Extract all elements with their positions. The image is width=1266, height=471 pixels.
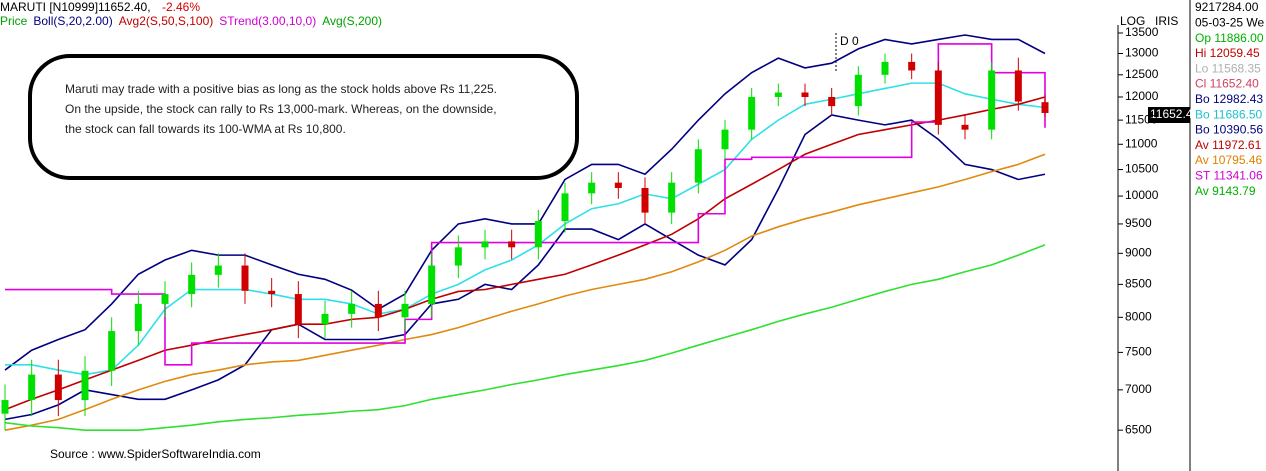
candle-body [108, 331, 116, 371]
candle-body [454, 247, 462, 266]
y-tick-label: 11000 [1125, 136, 1158, 150]
y-tick-label: 11500 [1125, 112, 1158, 126]
indicator-line [4, 96, 1046, 411]
candle-body [214, 265, 222, 275]
candle-body [881, 61, 889, 75]
indicator-line [4, 153, 1046, 431]
marker: D 0 [840, 34, 859, 48]
info-line: Op 11886.00 [1195, 31, 1264, 45]
y-tick-label: 10000 [1125, 188, 1159, 202]
legend-entry: Avg2(S,50,S,100) [119, 14, 214, 28]
candle-body [801, 92, 809, 97]
info-line: ST 11341.06 [1195, 168, 1263, 182]
y-tick-label: 8500 [1125, 277, 1152, 291]
candle-body [1, 400, 9, 414]
y-tick-label: 7000 [1125, 382, 1152, 396]
annotation: On the upside, the stock can rally to Rs… [65, 102, 497, 116]
y-tick-label: 12000 [1125, 89, 1159, 103]
info-line: Av 11972.61 [1195, 138, 1262, 152]
info-line: Bo 12982.43 [1195, 92, 1263, 106]
candle-body [321, 313, 329, 325]
y-tick-label: 13500 [1125, 25, 1159, 39]
info-line: 9217284.00 [1195, 0, 1259, 14]
candle-body [54, 374, 62, 401]
candle-body [134, 303, 142, 332]
info-line: Bo 10390.56 [1195, 123, 1263, 137]
info-line: Lo 11568.35 [1195, 61, 1261, 75]
candle-body [694, 149, 702, 183]
change: -2.46% [162, 0, 200, 14]
info-line: Av 10795.46 [1195, 153, 1262, 167]
candle-body [828, 96, 836, 107]
legend-entry: Price [0, 14, 28, 28]
legend-entry: STrend(3.00,10,0) [219, 14, 316, 28]
candle-body [934, 70, 942, 125]
y-tick-label: 8000 [1125, 309, 1152, 323]
candle-body [481, 241, 489, 248]
candle-body [668, 182, 676, 213]
candle-body [1014, 70, 1022, 102]
y-tick-label: 12500 [1125, 67, 1159, 81]
price-box [1148, 107, 1190, 123]
info-line: Av 9143.79 [1195, 184, 1256, 198]
info-line: Bo 11686.50 [1195, 107, 1262, 121]
candle-body [641, 187, 649, 213]
candle-body [188, 274, 196, 295]
y-tick-label: 9500 [1125, 216, 1152, 230]
indicator-line [4, 244, 1046, 431]
candle-body [721, 129, 729, 150]
y-tick-label: 13000 [1125, 46, 1159, 60]
last-price: 11652.4 [1150, 107, 1193, 121]
indicator-line [4, 114, 1046, 421]
candle-body [241, 265, 249, 291]
legend-entry: Boll(S,20,2.00) [33, 14, 112, 28]
scale-label: IRIS [1155, 14, 1178, 28]
legend-entry: Avg(S,200) [322, 14, 382, 28]
candle-body [534, 221, 542, 248]
annotation: Maruti may trade with a positive bias as… [65, 82, 497, 96]
candle-body [401, 303, 409, 318]
candle-body [614, 182, 622, 188]
symbol: MARUTI [N10999]11652.40, [0, 0, 151, 14]
candle-body [428, 265, 436, 304]
y-tick-label: 7500 [1125, 345, 1152, 359]
candle-body [908, 61, 916, 71]
candle-body [588, 182, 596, 194]
candle-body [268, 290, 276, 295]
indicator-line [5, 43, 1046, 366]
scale-label: LOG [1120, 14, 1145, 28]
candle-body [294, 294, 302, 325]
candle-body [988, 70, 996, 130]
candle-body [748, 96, 756, 130]
candle-body [561, 193, 569, 222]
annotation-box [28, 54, 579, 180]
candle-body [348, 303, 356, 314]
info-line: Cl 11652.40 [1195, 77, 1259, 91]
candle-body [774, 92, 782, 97]
y-tick-label: 6500 [1125, 422, 1152, 436]
source: Source : www.SpiderSoftwareIndia.com [50, 447, 261, 461]
candle-body [81, 370, 89, 401]
indicator-line [4, 34, 1046, 371]
indicator-line [5, 82, 1046, 376]
candle-body [961, 124, 969, 130]
info-line: 05-03-25 We [1195, 15, 1264, 29]
candle-body [161, 294, 169, 304]
y-tick-label: 9000 [1125, 245, 1152, 259]
candle-body [508, 241, 516, 248]
candle-body [1041, 102, 1049, 113]
candle-body [374, 303, 382, 318]
y-tick-label: 10500 [1125, 162, 1159, 176]
info-line: Hi 12059.45 [1195, 46, 1260, 60]
candle-body [854, 74, 862, 107]
candle-body [28, 374, 36, 401]
annotation: the stock can fall towards its 100-WMA a… [65, 122, 346, 136]
plot [1, 34, 1049, 431]
